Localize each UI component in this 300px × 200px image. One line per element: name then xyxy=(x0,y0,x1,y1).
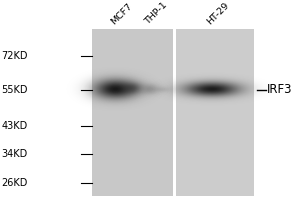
Text: IRF3: IRF3 xyxy=(267,83,292,96)
Text: 26KD: 26KD xyxy=(2,178,28,188)
Bar xyxy=(92,29,173,196)
Text: 72KD: 72KD xyxy=(2,51,28,61)
Text: 34KD: 34KD xyxy=(2,149,28,159)
Bar xyxy=(176,29,254,196)
Text: HT-29: HT-29 xyxy=(205,1,231,27)
Text: 43KD: 43KD xyxy=(2,121,28,131)
Text: 55KD: 55KD xyxy=(2,85,28,95)
Text: THP-1: THP-1 xyxy=(143,1,169,27)
Text: MCF7: MCF7 xyxy=(109,2,134,27)
